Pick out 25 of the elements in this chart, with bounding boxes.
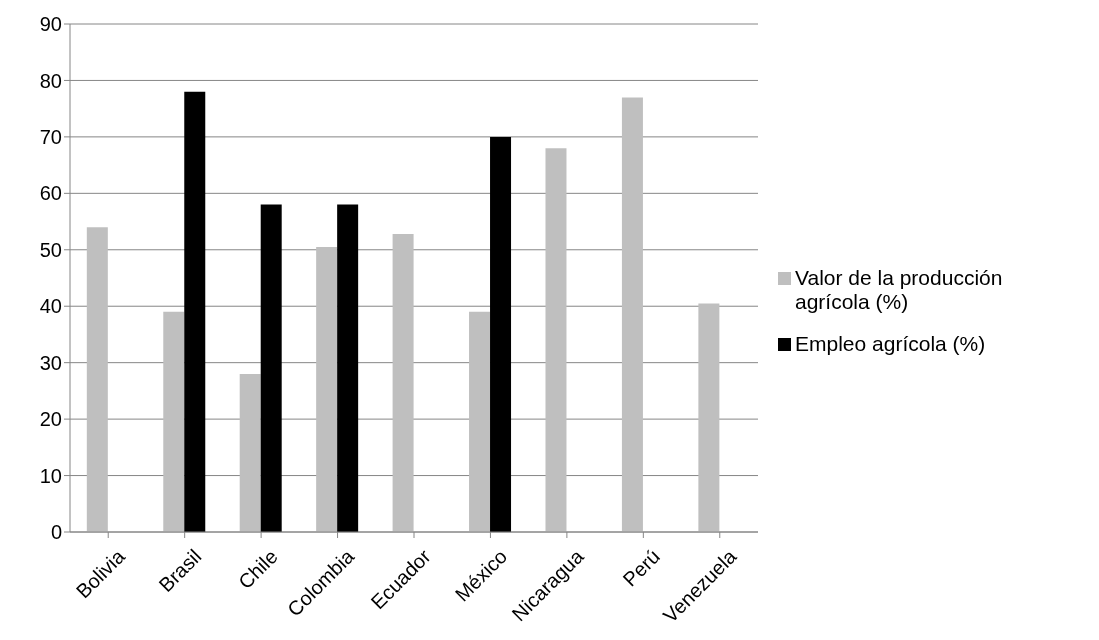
bar <box>490 136 512 532</box>
bar <box>545 148 567 532</box>
bar <box>239 373 261 532</box>
bar <box>86 227 108 532</box>
y-tick-label: 10 <box>39 464 62 487</box>
bar <box>163 311 185 532</box>
bar <box>337 204 359 532</box>
y-tick-label: 90 <box>39 13 62 36</box>
bar <box>621 97 643 532</box>
bar <box>316 246 338 532</box>
legend-label: Valor de la producción agrícola (%) <box>795 266 1004 314</box>
bar <box>469 311 491 532</box>
bar <box>260 204 282 532</box>
y-tick-label: 50 <box>39 238 62 261</box>
bar <box>698 303 720 532</box>
y-tick-label: 20 <box>39 408 62 431</box>
y-tick-label: 30 <box>39 351 62 374</box>
y-tick-label: 60 <box>39 182 62 205</box>
legend-label: Empleo agrícola (%) <box>795 332 986 356</box>
bar <box>184 91 206 532</box>
y-tick-label: 70 <box>39 125 62 148</box>
y-tick-label: 0 <box>50 521 62 544</box>
bar <box>392 233 414 532</box>
y-tick-label: 40 <box>39 295 62 318</box>
y-tick-label: 80 <box>39 69 62 92</box>
